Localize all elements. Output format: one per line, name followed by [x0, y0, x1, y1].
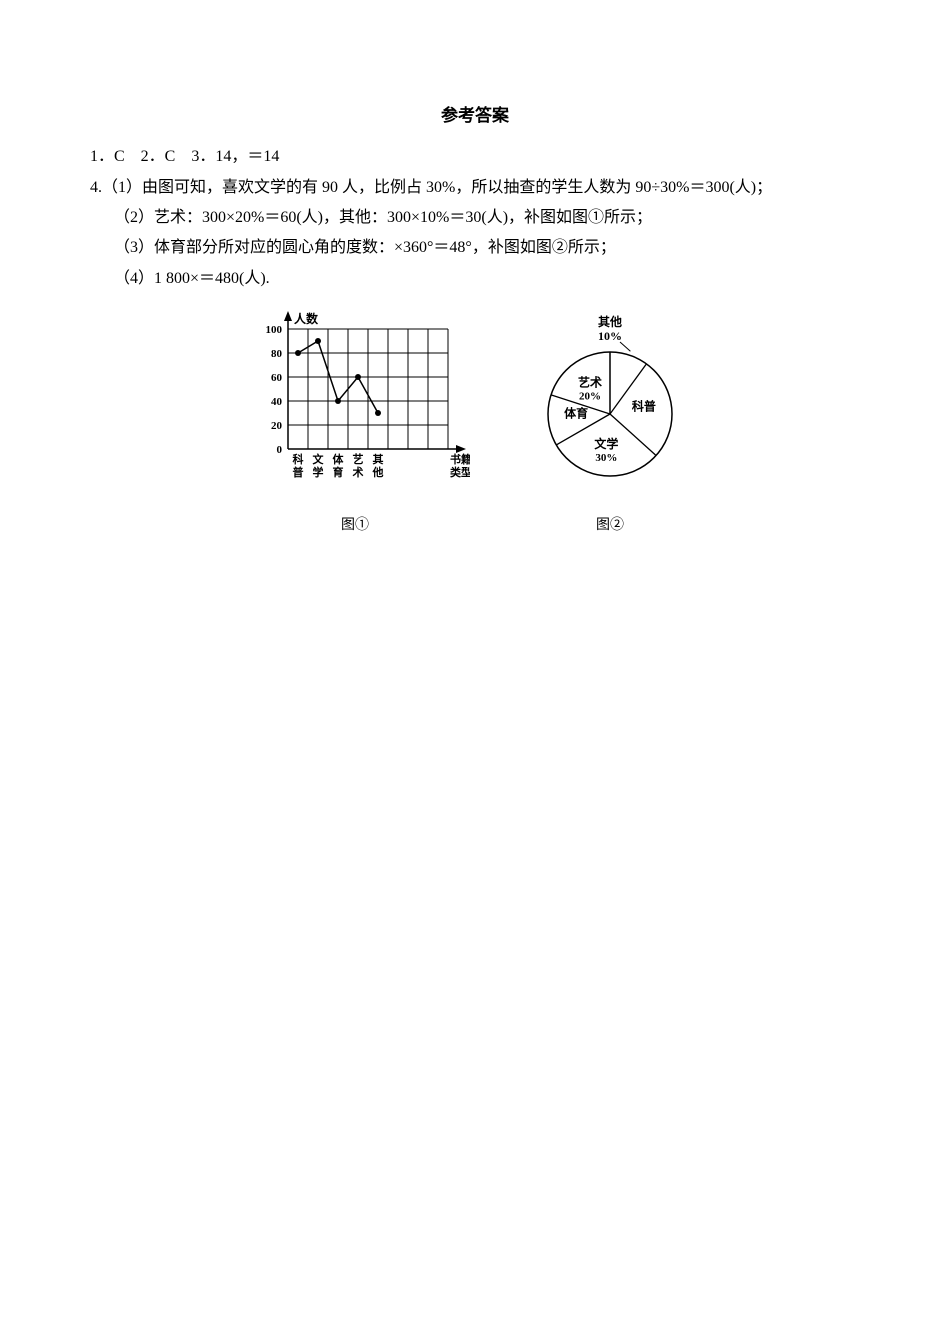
svg-text:0: 0	[277, 444, 283, 456]
svg-text:其: 其	[373, 452, 384, 466]
svg-text:60: 60	[271, 372, 283, 384]
svg-text:科普: 科普	[632, 399, 656, 414]
svg-text:类型: 类型	[450, 465, 470, 479]
figure-1-caption: 图①	[341, 513, 369, 540]
answer-q4-2: （2）艺术：300×20%＝60(人)，其他：300×10%＝30(人)，补图如…	[90, 203, 860, 233]
figure-2-caption: 图②	[596, 513, 624, 540]
svg-text:80: 80	[271, 348, 283, 360]
svg-text:其他: 其他	[598, 314, 622, 329]
page-title: 参考答案	[90, 100, 860, 132]
answer-line-1: 1．C 2．C 3．14，＝14	[90, 142, 860, 172]
svg-text:人数: 人数	[294, 311, 319, 326]
line-chart: 人数 0 20 40 60 80 100 科普文学体育艺术其他 书籍类型	[240, 309, 470, 509]
answer-q4-4: （4）1 800×＝480(人).	[90, 264, 860, 294]
pie-chart: 其他10% 科普文学30% 体育 艺术20%	[510, 309, 710, 509]
svg-text:20: 20	[271, 420, 283, 432]
svg-text:育: 育	[333, 465, 344, 479]
answer-q4-3: （3）体育部分所对应的圆心角的度数：×360°＝48°，补图如图②所示；	[90, 233, 860, 263]
svg-text:体: 体	[333, 452, 345, 466]
answer-q4-1: 4.（1）由图可知，喜欢文学的有 90 人，比例占 30%，所以抽查的学生人数为…	[90, 173, 860, 203]
figure-2-wrap: 其他10% 科普文学30% 体育 艺术20% 图②	[510, 309, 710, 540]
svg-text:100: 100	[266, 324, 283, 336]
svg-text:10%: 10%	[598, 329, 622, 343]
svg-text:文: 文	[313, 452, 325, 466]
svg-text:艺: 艺	[353, 452, 364, 466]
svg-text:体育: 体育	[564, 406, 588, 421]
svg-text:40: 40	[271, 396, 283, 408]
svg-text:文学: 文学	[594, 436, 618, 451]
svg-text:学: 学	[313, 465, 324, 479]
svg-text:30%: 30%	[595, 452, 617, 464]
figure-1-wrap: 人数 0 20 40 60 80 100 科普文学体育艺术其他 书籍类型 图①	[240, 309, 470, 540]
svg-text:他: 他	[372, 465, 384, 479]
svg-text:科: 科	[293, 452, 304, 466]
svg-text:20%: 20%	[579, 391, 601, 403]
svg-text:艺术: 艺术	[578, 375, 602, 390]
svg-text:术: 术	[352, 465, 364, 479]
svg-text:普: 普	[293, 465, 304, 479]
figures-container: 人数020406080100科普文学体育艺术其他书籍类型 图① 其他10%科普文…	[90, 309, 860, 540]
svg-text:书籍: 书籍	[450, 452, 470, 466]
